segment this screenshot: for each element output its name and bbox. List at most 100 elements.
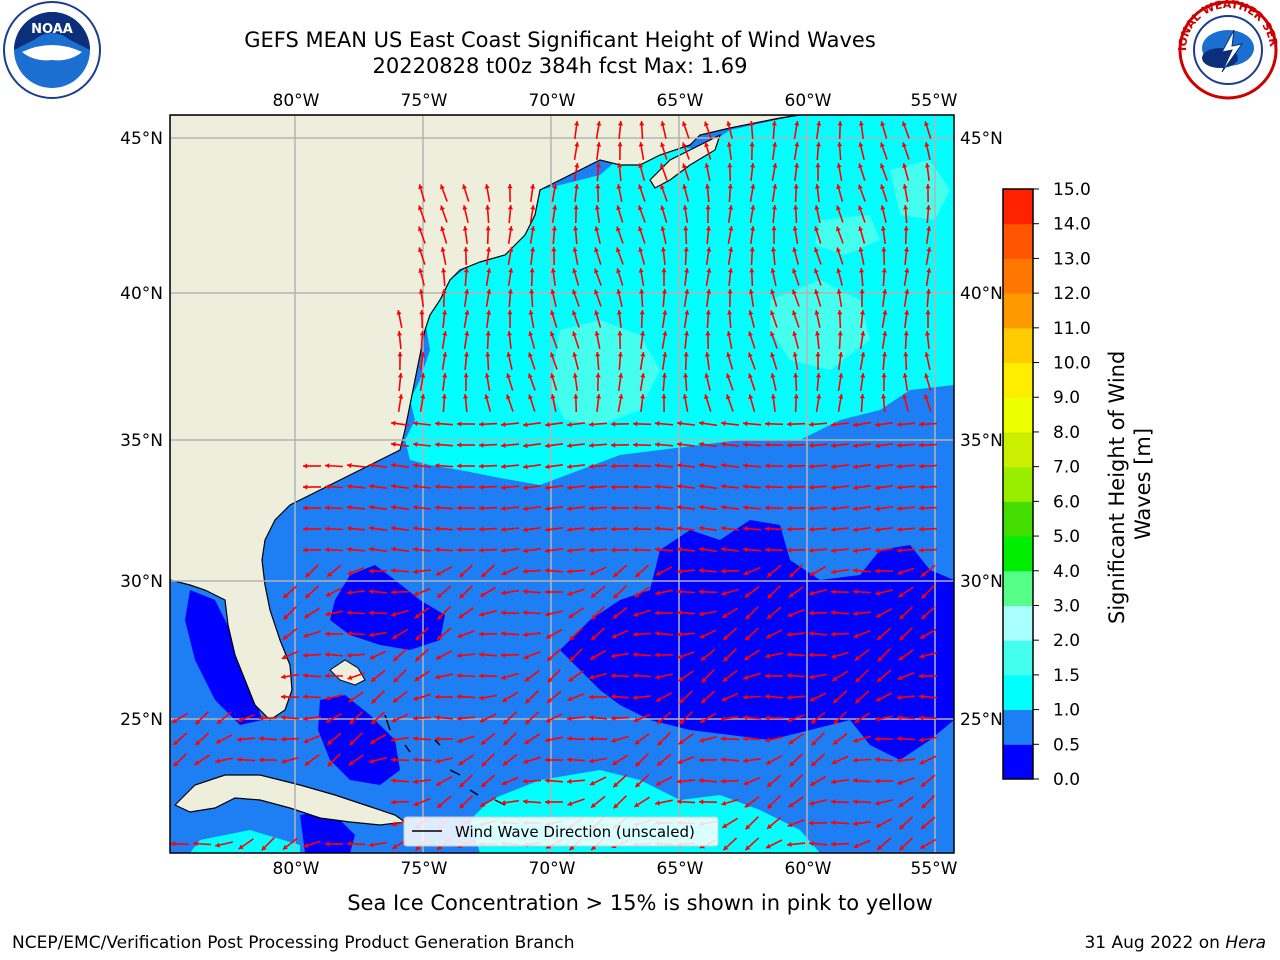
- wind-wave-arrowhead: [550, 352, 555, 358]
- wind-wave-arrowhead: [369, 589, 374, 595]
- wind-wave-arrowhead: [413, 779, 418, 785]
- wind-wave-arrowhead: [705, 310, 711, 315]
- wind-wave-arrowhead: [743, 694, 748, 700]
- wind-wave-arrowhead: [304, 613, 310, 618]
- wind-wave-arrowhead: [831, 589, 836, 595]
- wind-wave-arrowhead: [853, 821, 858, 827]
- wind-wave-arrowhead: [787, 694, 792, 700]
- wind-wave-arrowhead: [523, 506, 528, 512]
- wind-wave-arrowhead: [677, 631, 682, 637]
- wind-wave-arrowhead: [705, 184, 711, 189]
- wind-wave-arrowhead: [875, 464, 880, 470]
- wind-wave-arrowhead: [591, 635, 597, 640]
- wind-wave-arrowhead: [458, 760, 464, 765]
- wind-wave-arrowhead: [897, 442, 902, 448]
- wind-wave-arrowhead: [682, 121, 687, 127]
- wind-wave-arrowhead: [567, 506, 572, 512]
- wind-wave-arrowhead: [919, 421, 924, 427]
- wind-wave-arrowhead: [441, 394, 447, 399]
- colorbar-swatch: [1003, 397, 1033, 433]
- wind-wave-arrowhead: [924, 163, 930, 168]
- wind-wave-arrowhead: [616, 289, 622, 294]
- wind-wave-arrowhead: [726, 121, 732, 126]
- wind-wave-arrowhead: [633, 484, 638, 490]
- wind-wave-arrowhead: [435, 526, 440, 532]
- wind-wave-arrowhead: [259, 757, 264, 763]
- wind-wave-arrowhead: [721, 590, 727, 596]
- wind-wave-arrowhead: [303, 673, 308, 679]
- wind-wave-arrowhead: [369, 568, 374, 574]
- wind-wave-arrowhead: [413, 525, 418, 531]
- wind-wave-arrowhead: [770, 373, 776, 378]
- wind-wave-arrowhead: [392, 697, 398, 703]
- wind-wave-arrowhead: [787, 421, 792, 427]
- colorbar-tick-label: 14.0: [1053, 215, 1091, 235]
- wind-wave-arrowhead: [876, 613, 882, 618]
- wind-wave-arrowhead: [633, 463, 638, 469]
- wind-wave-arrowhead: [523, 759, 529, 764]
- wind-wave-arrowhead: [546, 717, 551, 723]
- wind-wave-arrowhead: [766, 843, 771, 849]
- wind-wave-arrowhead: [459, 782, 465, 788]
- wind-wave-arrowhead: [721, 757, 726, 763]
- wind-wave-arrowhead: [815, 352, 821, 357]
- wind-wave-arrowhead: [853, 757, 858, 763]
- wind-wave-arrowhead: [853, 633, 859, 639]
- wind-wave-arrowhead: [743, 780, 749, 786]
- wind-wave-arrowhead: [699, 546, 704, 552]
- lat-tick-right: 35°N: [960, 431, 1003, 451]
- wind-wave-arrowhead: [633, 526, 638, 532]
- wind-wave-arrowhead: [633, 505, 638, 511]
- wind-wave-arrowhead: [391, 420, 396, 426]
- wind-wave-arrowhead: [683, 226, 689, 231]
- wind-wave-arrowhead: [723, 845, 729, 851]
- wind-wave-arrowhead: [326, 718, 332, 723]
- wind-wave-arrowhead: [420, 373, 426, 378]
- wind-wave-arrowhead: [441, 268, 447, 273]
- lon-tick-bottom: 60°W: [785, 859, 832, 879]
- wind-wave-arrowhead: [743, 421, 748, 427]
- wind-wave-arrowhead: [501, 484, 506, 490]
- wind-wave-arrowhead: [589, 694, 594, 700]
- wind-wave-arrowhead: [304, 760, 310, 766]
- wind-wave-arrowhead: [660, 121, 666, 126]
- wind-wave-arrowhead: [726, 394, 731, 400]
- wind-wave-arrowhead: [875, 590, 880, 596]
- wind-wave-arrowhead: [744, 655, 750, 660]
- sea-ice-note: Sea Ice Concentration > 15% is shown in …: [347, 891, 933, 915]
- wind-wave-arrowhead: [638, 142, 644, 147]
- wind-wave-arrowhead: [572, 289, 577, 295]
- land-bahamas: [384, 714, 506, 806]
- wind-wave-arrowhead: [303, 463, 308, 469]
- wind-wave-arrowhead: [814, 268, 819, 274]
- lon-tick-bottom: 70°W: [529, 859, 576, 879]
- colorbar-swatch: [1003, 223, 1033, 259]
- wind-wave-arrowhead: [853, 506, 858, 512]
- wind-wave-arrowhead: [787, 717, 793, 722]
- wind-wave-arrowhead: [303, 633, 309, 638]
- wind-wave-arrowhead: [616, 268, 621, 274]
- wind-wave-arrowhead: [921, 571, 926, 577]
- wind-wave-arrowhead: [882, 331, 888, 336]
- wind-wave-arrowhead: [924, 142, 930, 147]
- wind-wave-arrowhead: [831, 443, 836, 449]
- wind-wave-arrowhead: [679, 698, 685, 704]
- wind-wave-arrowhead: [860, 352, 866, 357]
- wind-wave-arrowhead: [347, 483, 352, 490]
- wind-wave-arrowhead: [699, 420, 704, 426]
- wind-wave-arrowhead: [749, 268, 755, 273]
- colorbar-label: Significant Height of Wind Waves [m]: [1105, 344, 1155, 624]
- wind-wave-arrowhead: [618, 394, 624, 399]
- wind-wave-arrowhead: [391, 483, 396, 489]
- wind-wave-arrowhead: [325, 841, 330, 847]
- wind-wave-arrowhead: [699, 568, 704, 574]
- wind-wave-arrowhead: [750, 163, 756, 168]
- wind-wave-arrowhead: [480, 592, 486, 597]
- colorbar-swatch: [1003, 570, 1033, 606]
- wind-wave-arrowhead: [836, 184, 842, 190]
- wind-wave-arrowhead: [463, 373, 469, 378]
- wind-wave-arrowhead: [677, 610, 682, 616]
- wind-wave-arrowhead: [501, 631, 506, 637]
- wind-wave-arrowhead: [485, 205, 491, 210]
- wind-wave-arrowhead: [612, 760, 618, 765]
